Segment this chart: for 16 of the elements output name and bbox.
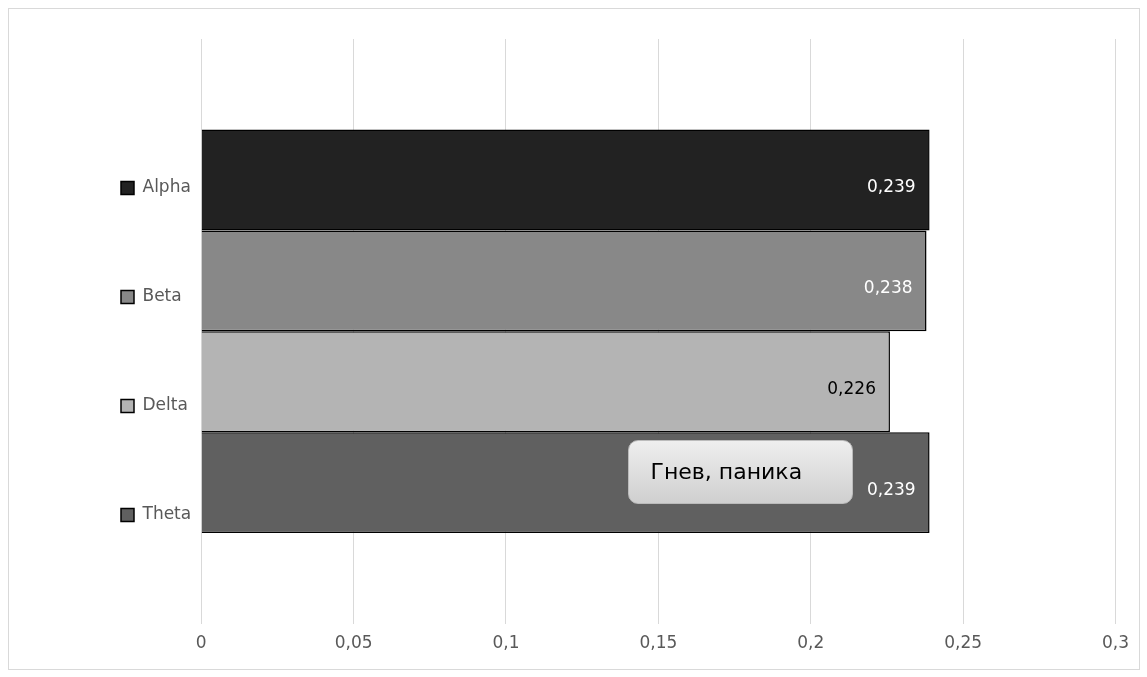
text: 0,239: [866, 478, 916, 499]
legend-label: Theta: [141, 503, 192, 524]
x-tick-label: 0,2: [797, 632, 825, 653]
legend-label: Delta: [142, 394, 188, 415]
legend-label: Alpha: [142, 176, 191, 197]
x-tick-label: 0: [195, 632, 207, 653]
x-tick-label: 0,05: [334, 632, 373, 653]
label-box: Гнев, паника: [627, 439, 853, 504]
x-tick-label: 0,15: [639, 632, 678, 653]
text: 0,226: [827, 378, 876, 399]
x-tick-label: 0,3: [1101, 632, 1130, 653]
text: 0,239: [866, 176, 916, 197]
text: 0,238: [863, 277, 913, 298]
legend-label: Beta: [142, 285, 182, 306]
x-tick-label: 0,1: [492, 632, 520, 653]
x-tick-label: 0,25: [944, 632, 983, 653]
